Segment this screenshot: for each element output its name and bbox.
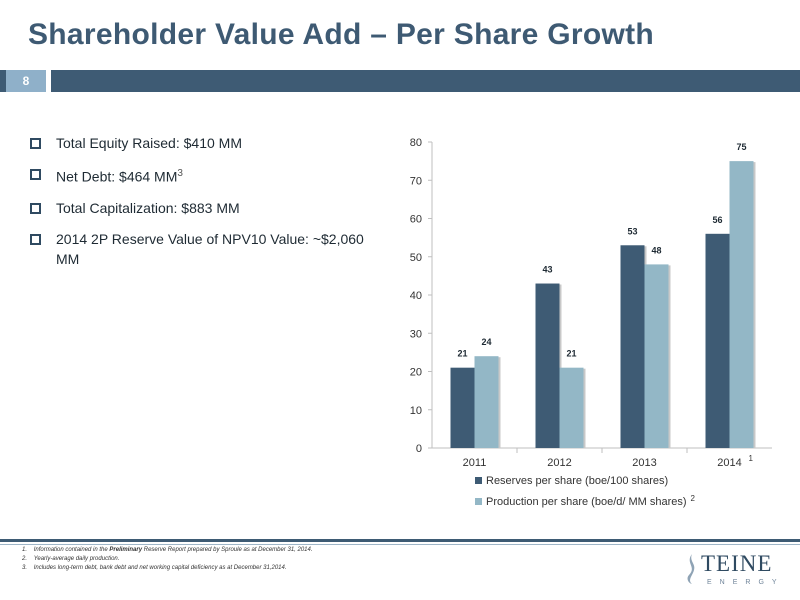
footnote-number: 2. bbox=[22, 556, 28, 562]
header-band-gap bbox=[46, 70, 51, 92]
footnote-text: Reserve Report prepared by Sproule as at… bbox=[142, 547, 313, 553]
per-share-bar-chart: 0 10 20 30 40 50 60 70 80 21 24 2011 43 21 2012 53 48 201… bbox=[390, 130, 790, 530]
bar bbox=[474, 356, 499, 448]
y-tick-label: 70 bbox=[410, 175, 422, 187]
bar bbox=[535, 283, 560, 448]
y-tick-label: 60 bbox=[410, 214, 422, 226]
legend-label: Production per share (boe/d/ MM shares) bbox=[486, 496, 687, 508]
square-bullet-icon bbox=[30, 202, 41, 214]
data-label: 56 bbox=[712, 215, 722, 225]
data-label: 75 bbox=[736, 142, 746, 152]
logo-wordmark: TEINE bbox=[701, 551, 773, 576]
flame-icon bbox=[687, 554, 695, 584]
data-label: 24 bbox=[481, 337, 491, 347]
footnote: 1. Information contained in the Prelimin… bbox=[22, 546, 542, 555]
data-label: 48 bbox=[651, 245, 661, 255]
bullet-text: Total Equity Raised: $410 MM bbox=[56, 135, 242, 151]
footnote-bold-text: Preliminary bbox=[109, 547, 143, 553]
square-bullet-icon bbox=[30, 233, 41, 245]
square-bullet-icon bbox=[30, 169, 41, 180]
footnote-text: Includes long-term debt, bank debt and n… bbox=[33, 565, 287, 571]
footnote-number: 1. bbox=[22, 547, 28, 553]
bullet-text: Total Capitalization: $883 MM bbox=[56, 199, 240, 216]
y-tick-label: 0 bbox=[416, 443, 422, 455]
legend-swatch bbox=[475, 477, 482, 484]
bullet-item: Total Equity Raised: $410 MM bbox=[30, 133, 370, 153]
footnote-text: Yearly-average daily production. bbox=[33, 556, 120, 562]
bullet-text: 2014 2P Reserve Value of NPV10 Value: ~$… bbox=[56, 230, 364, 267]
y-tick-label: 80 bbox=[410, 137, 422, 149]
footer-rule-thin bbox=[0, 544, 800, 545]
company-logo: TEINE ENERGY bbox=[683, 547, 783, 593]
bullet-list: Total Equity Raised: $410 MM Net Debt: $… bbox=[30, 133, 370, 280]
bar bbox=[644, 264, 669, 448]
footnote-text: Information contained in the bbox=[33, 547, 110, 553]
footer-rule bbox=[0, 539, 800, 542]
bar bbox=[620, 245, 645, 448]
data-label: 43 bbox=[542, 265, 552, 275]
data-label: 21 bbox=[457, 349, 467, 359]
bullet-item: Net Debt: $464 MM3 bbox=[30, 164, 370, 187]
bar bbox=[450, 367, 475, 448]
x-tick-superscript: 1 bbox=[749, 454, 754, 463]
footnote: 2. Yearly-average daily production. bbox=[22, 555, 542, 564]
bar bbox=[705, 233, 730, 448]
y-tick-label: 10 bbox=[410, 405, 422, 417]
x-tick-label: 2012 bbox=[547, 457, 571, 469]
y-tick-label: 50 bbox=[410, 252, 422, 264]
bar bbox=[559, 367, 584, 448]
footnotes: 1. Information contained in the Prelimin… bbox=[22, 546, 542, 573]
footnote-ref: 3 bbox=[177, 168, 183, 179]
data-label: 21 bbox=[566, 349, 576, 359]
slide-title: Shareholder Value Add – Per Share Growth bbox=[28, 18, 655, 51]
chart-svg: 0102030405060708021242011432120125348201… bbox=[410, 137, 772, 508]
bullet-item: 2014 2P Reserve Value of NPV10 Value: ~$… bbox=[30, 229, 370, 269]
data-label: 53 bbox=[627, 226, 637, 236]
footnote: 3. Includes long-term debt, bank debt an… bbox=[22, 564, 542, 573]
legend-swatch bbox=[475, 498, 482, 505]
square-bullet-icon bbox=[30, 138, 41, 149]
legend-label: Reserves per share (boe/100 shares) bbox=[486, 475, 668, 487]
x-tick-label: 2014 bbox=[717, 457, 741, 469]
x-tick-label: 2013 bbox=[632, 457, 656, 469]
page-number: 8 bbox=[6, 70, 46, 92]
bullet-text: Net Debt: $464 MM bbox=[56, 168, 178, 185]
x-tick-label: 2011 bbox=[463, 457, 487, 469]
y-tick-label: 20 bbox=[410, 367, 422, 379]
legend-superscript: 2 bbox=[691, 494, 696, 503]
logo-subtitle: ENERGY bbox=[707, 579, 785, 586]
y-tick-label: 40 bbox=[410, 290, 422, 302]
y-tick-label: 30 bbox=[410, 328, 422, 340]
header-band bbox=[0, 70, 800, 92]
bullet-item: Total Capitalization: $883 MM bbox=[30, 198, 370, 218]
footnote-number: 3. bbox=[22, 565, 28, 571]
bar bbox=[729, 161, 754, 448]
